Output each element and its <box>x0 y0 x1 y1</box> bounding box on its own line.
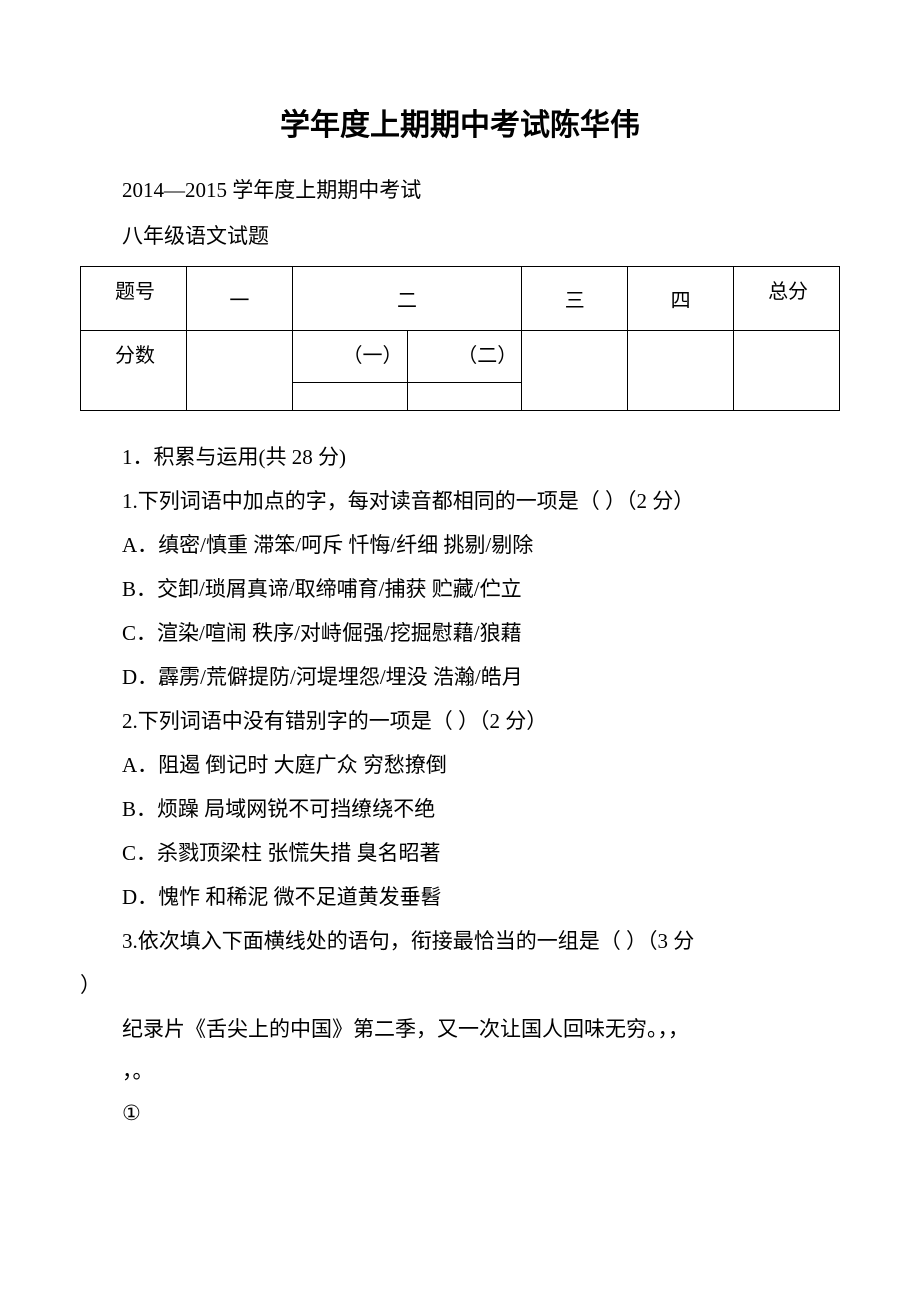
q1-option-a: A．缜密/慎重 滞笨/呵斥 忏悔/纤细 挑剔/剔除 <box>80 524 840 566</box>
table-row: 分数 （一） （二） <box>81 331 840 383</box>
header-cell-2: 二 <box>292 267 521 331</box>
score-table: 题号 一 二 三 四 总分 分数 （一） （二） <box>80 266 840 411</box>
q3-stem-part2: ） <box>80 964 840 1006</box>
header-cell-number: 题号 <box>81 267 187 331</box>
q3-item-1: ① <box>80 1092 840 1134</box>
exam-subject: 八年级语文试题 <box>80 220 840 250</box>
q2-option-b: B．烦躁 局域网锐不可挡缭绕不绝 <box>80 788 840 830</box>
header-cell-3: 三 <box>522 267 628 331</box>
q2-option-a: A．阻遏 倒记时 大庭广众 穷愁撩倒 <box>80 744 840 786</box>
score-cell <box>522 331 628 411</box>
exam-year: 2014—2015 学年度上期期中考试 <box>80 174 840 204</box>
score-label: 分数 <box>81 331 187 411</box>
score-cell <box>628 331 734 411</box>
header-cell-total: 总分 <box>734 267 840 331</box>
q3-passage-1: 纪录片《舌尖上的中国》第二季，又一次让国人回味无穷。，， <box>80 1008 840 1050</box>
table-row: 题号 一 二 三 四 总分 <box>81 267 840 331</box>
score-cell <box>292 383 407 411</box>
score-cell-2b: （二） <box>407 331 522 383</box>
q2-option-c: C．杀戮顶梁柱 张慌失措 臭名昭著 <box>80 832 840 874</box>
section-heading: 1．积累与运用(共 28 分) <box>80 436 840 478</box>
q1-option-d: D．霹雳/荒僻提防/河堤埋怨/埋没 浩瀚/皓月 <box>80 656 840 698</box>
q3-passage-2: ，。 <box>80 1050 840 1092</box>
score-cell-2a: （一） <box>292 331 407 383</box>
header-cell-1: 一 <box>186 267 292 331</box>
q1-option-c: C．渲染/喧闹 秩序/对峙倔强/挖掘慰藉/狼藉 <box>80 612 840 654</box>
q3-stem-part1: 3.依次填入下面横线处的语句，衔接最恰当的一组是（ ）（3 分 <box>80 920 840 962</box>
q1-stem: 1.下列词语中加点的字，每对读音都相同的一项是（ ）（2 分） <box>80 480 840 522</box>
score-cell <box>734 331 840 411</box>
q2-option-d: D．愧怍 和稀泥 微不足道黄发垂髫 <box>80 876 840 918</box>
q1-option-b: B．交卸/琐屑真谛/取缔哺育/捕获 贮藏/伫立 <box>80 568 840 610</box>
q2-stem: 2.下列词语中没有错别字的一项是（ ）（2 分） <box>80 700 840 742</box>
page-title: 学年度上期期中考试陈华伟 <box>80 100 840 144</box>
score-cell <box>186 331 292 411</box>
header-cell-4: 四 <box>628 267 734 331</box>
score-cell <box>407 383 522 411</box>
